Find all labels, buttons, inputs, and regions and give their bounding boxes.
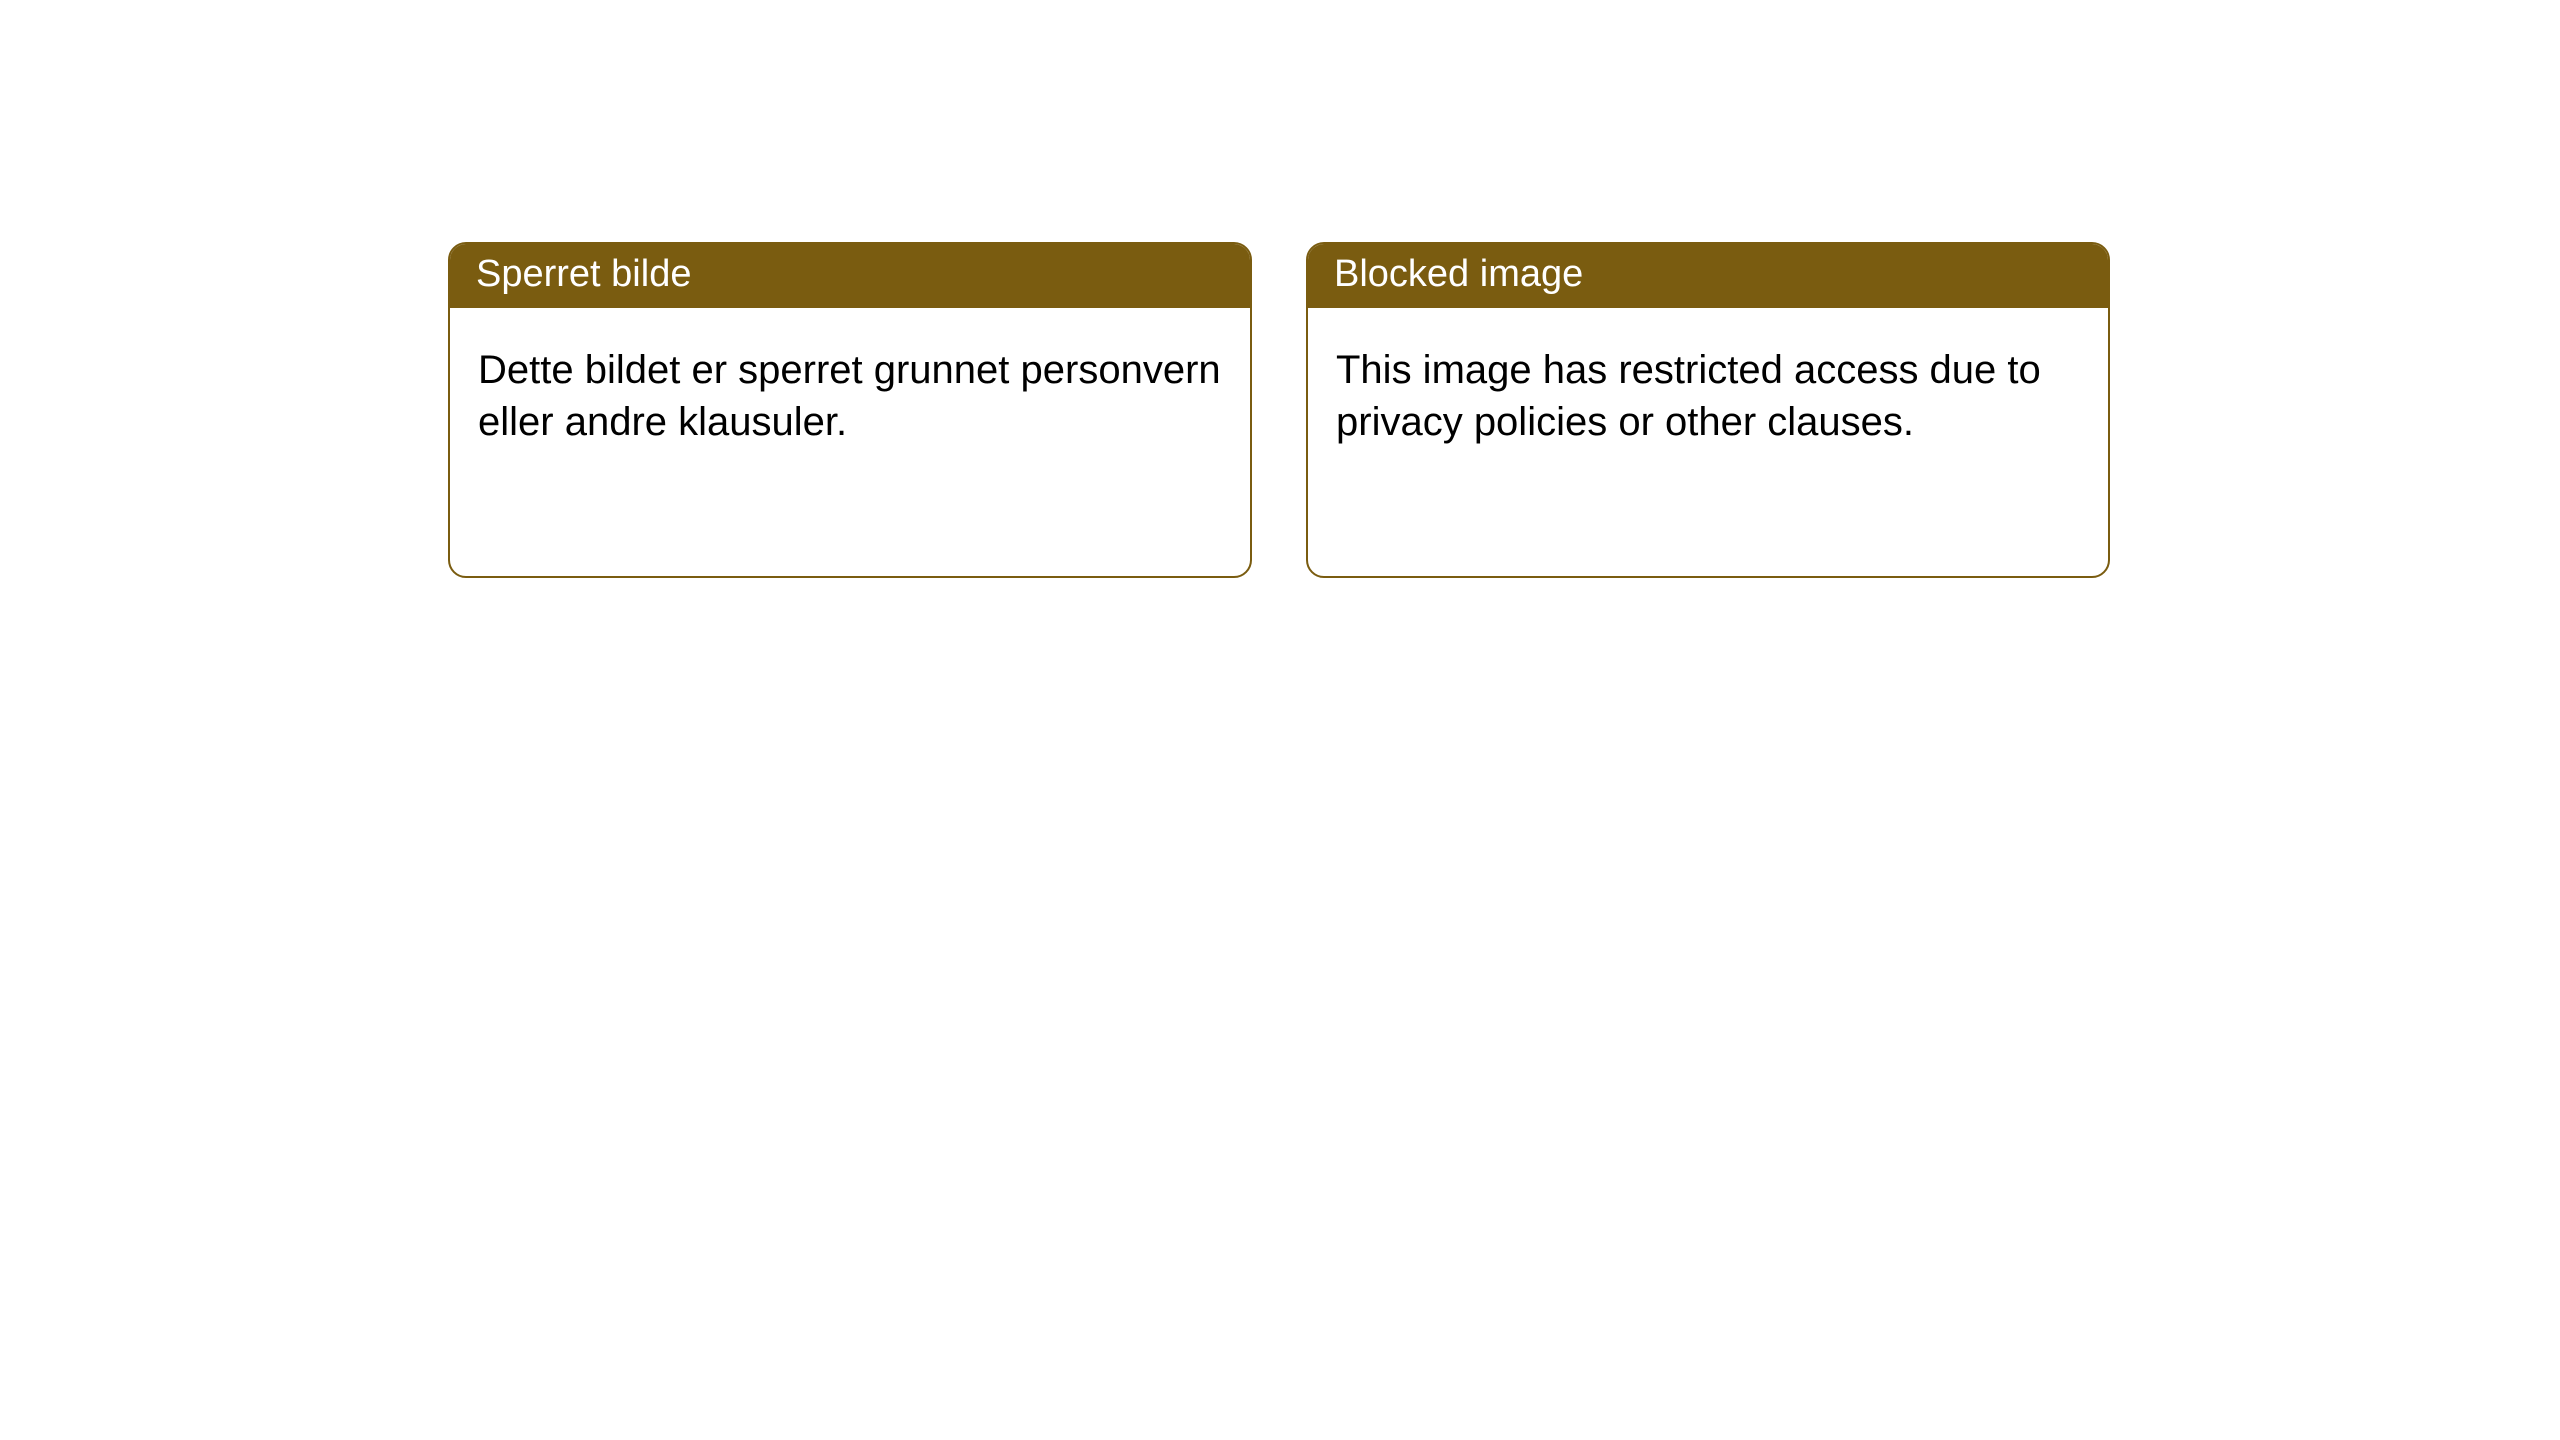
notice-title-english: Blocked image bbox=[1308, 244, 2108, 308]
notice-card-norwegian: Sperret bilde Dette bildet er sperret gr… bbox=[448, 242, 1252, 578]
notice-body-english: This image has restricted access due to … bbox=[1308, 308, 2108, 576]
notice-container: Sperret bilde Dette bildet er sperret gr… bbox=[0, 0, 2560, 578]
notice-card-english: Blocked image This image has restricted … bbox=[1306, 242, 2110, 578]
notice-body-norwegian: Dette bildet er sperret grunnet personve… bbox=[450, 308, 1250, 576]
notice-title-norwegian: Sperret bilde bbox=[450, 244, 1250, 308]
